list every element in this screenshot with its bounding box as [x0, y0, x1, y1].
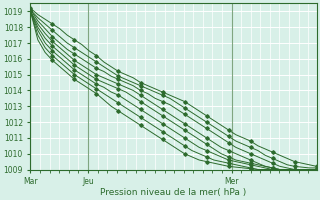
X-axis label: Pression niveau de la mer( hPa ): Pression niveau de la mer( hPa ) — [100, 188, 247, 197]
